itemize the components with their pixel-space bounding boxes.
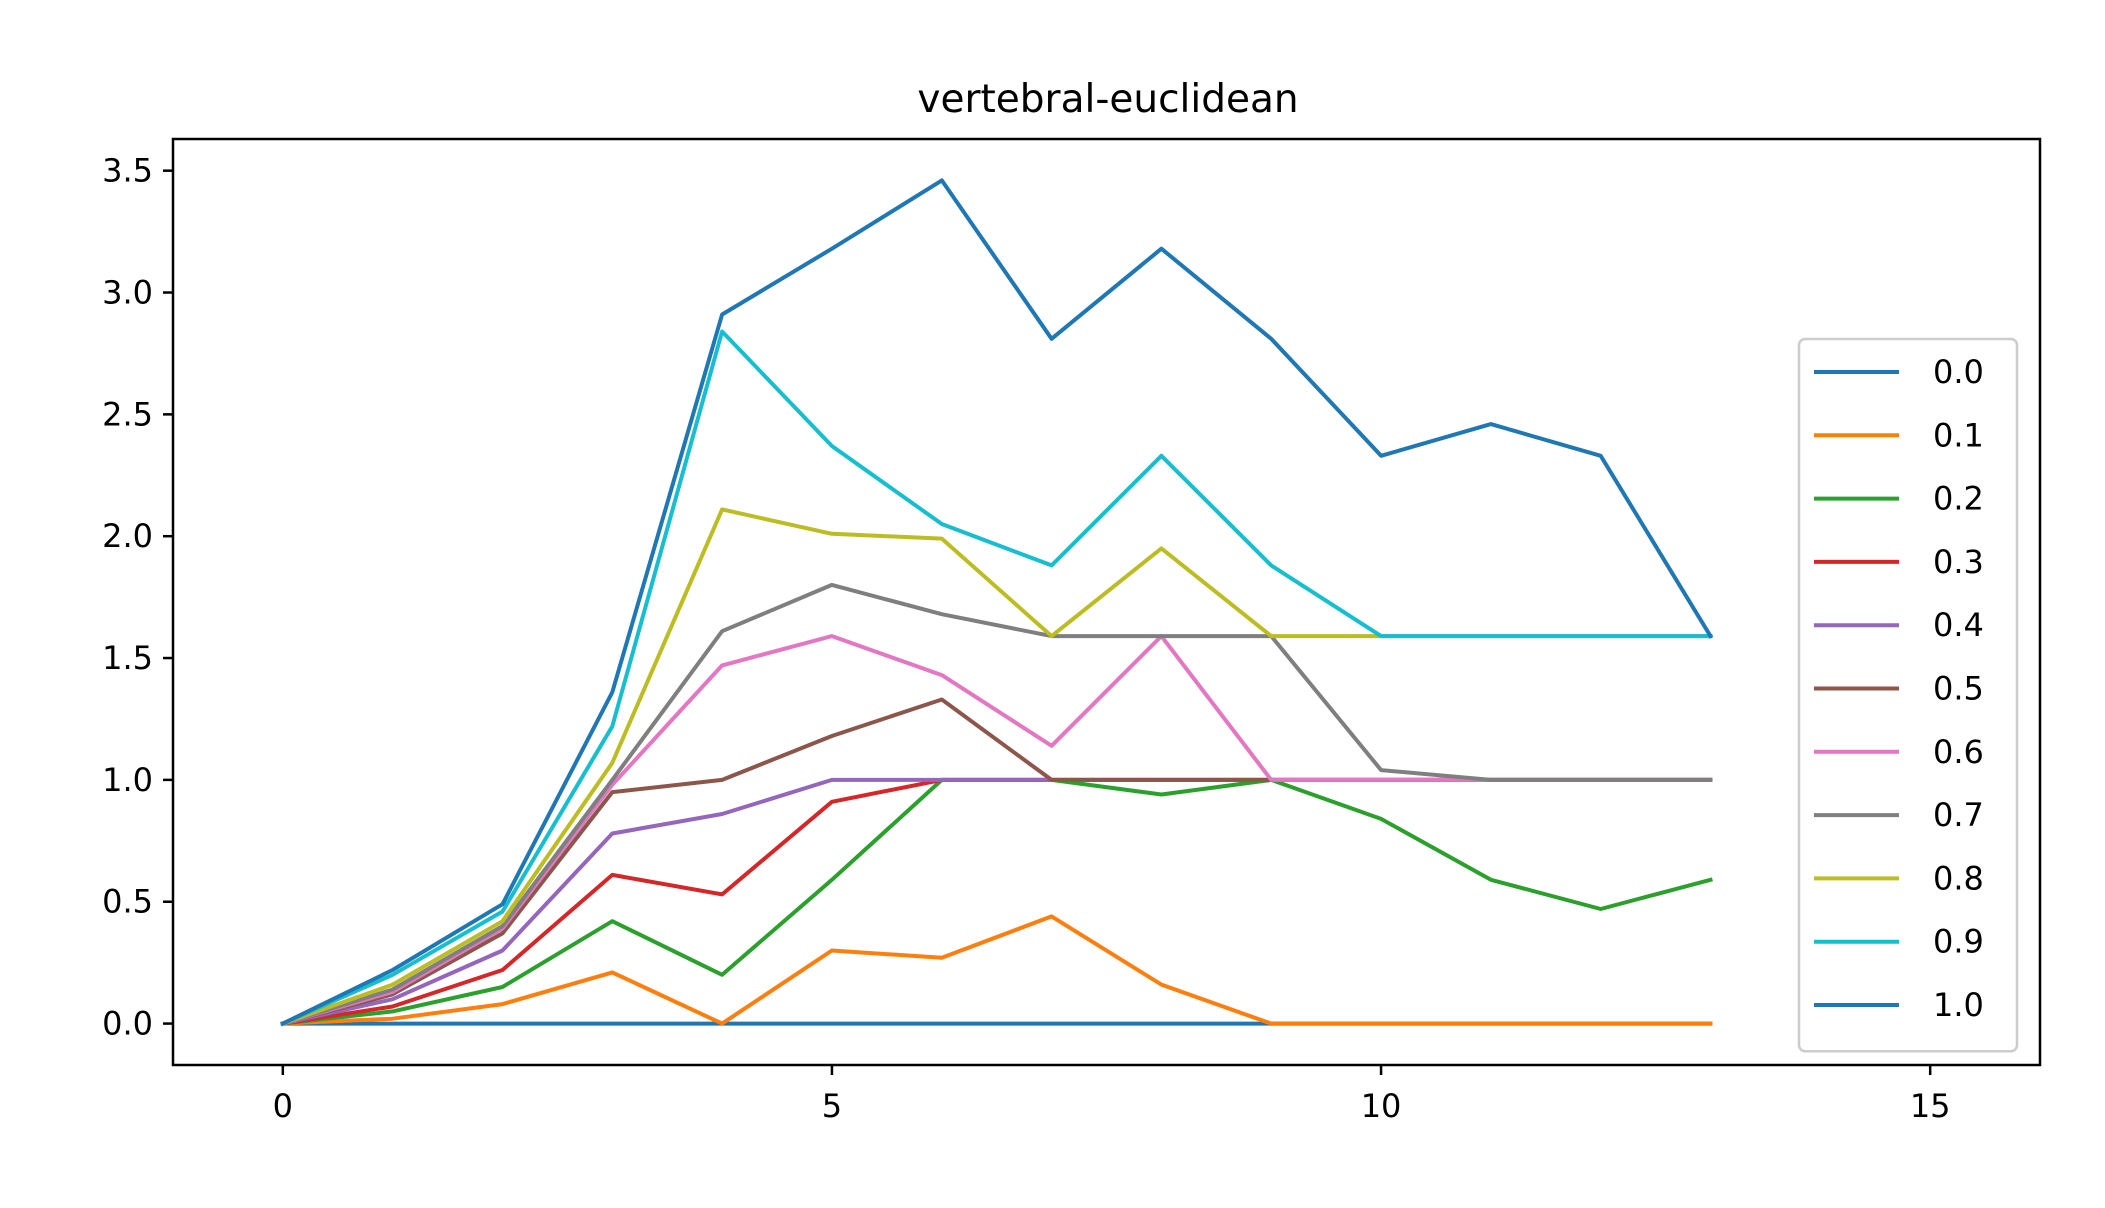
x-tick-label: 0: [273, 1087, 293, 1125]
legend-label: 0.7: [1933, 796, 1984, 834]
y-tick-label: 2.0: [102, 517, 153, 555]
series-layer: [280, 178, 1714, 1027]
y-tick-label: 3.0: [102, 274, 153, 312]
y-tick-label: 1.0: [102, 761, 153, 799]
y-axis-ticks: 0.0 0.5 1.0 1.5 2.0 2.5 3.0 3.5: [102, 152, 173, 1043]
y-tick-label: 3.5: [102, 152, 153, 190]
x-tick-label: 5: [822, 1087, 842, 1125]
series-line-0.9: [280, 329, 1713, 1027]
legend-label: 0.4: [1933, 606, 1984, 644]
legend-label: 0.1: [1933, 416, 1984, 454]
legend-label: 1.0: [1933, 986, 1984, 1024]
legend-label: 0.0: [1933, 353, 1984, 391]
legend-label: 0.8: [1933, 859, 1984, 897]
x-tick-label: 15: [1910, 1087, 1951, 1125]
chart-title: vertebral-euclidean: [917, 77, 1298, 122]
x-tick-label: 10: [1361, 1087, 1402, 1125]
series-line-1.0: [280, 178, 1714, 1027]
legend-label: 0.3: [1933, 543, 1984, 581]
y-tick-label: 0.0: [102, 1005, 153, 1043]
x-axis-ticks: 0 5 10 15: [273, 1065, 1951, 1125]
series-line-0.7: [280, 582, 1713, 1027]
legend: 0.0 0.1 0.2 0.3 0.4 0.5 0.6 0.7 0.8 0.9 1.0: [1797, 337, 2019, 1053]
y-tick-label: 2.5: [102, 395, 153, 433]
y-tick-label: 0.5: [102, 883, 153, 921]
legend-label: 0.5: [1933, 670, 1984, 708]
legend-label: 0.9: [1933, 923, 1984, 961]
legend-box: [1797, 337, 2019, 1053]
series-line-0.1: [280, 914, 1713, 1026]
plot-area-frame: [171, 137, 2042, 1067]
legend-label: 0.6: [1933, 733, 1984, 771]
y-tick-label: 1.5: [102, 639, 153, 677]
legend-label: 0.2: [1933, 480, 1984, 518]
